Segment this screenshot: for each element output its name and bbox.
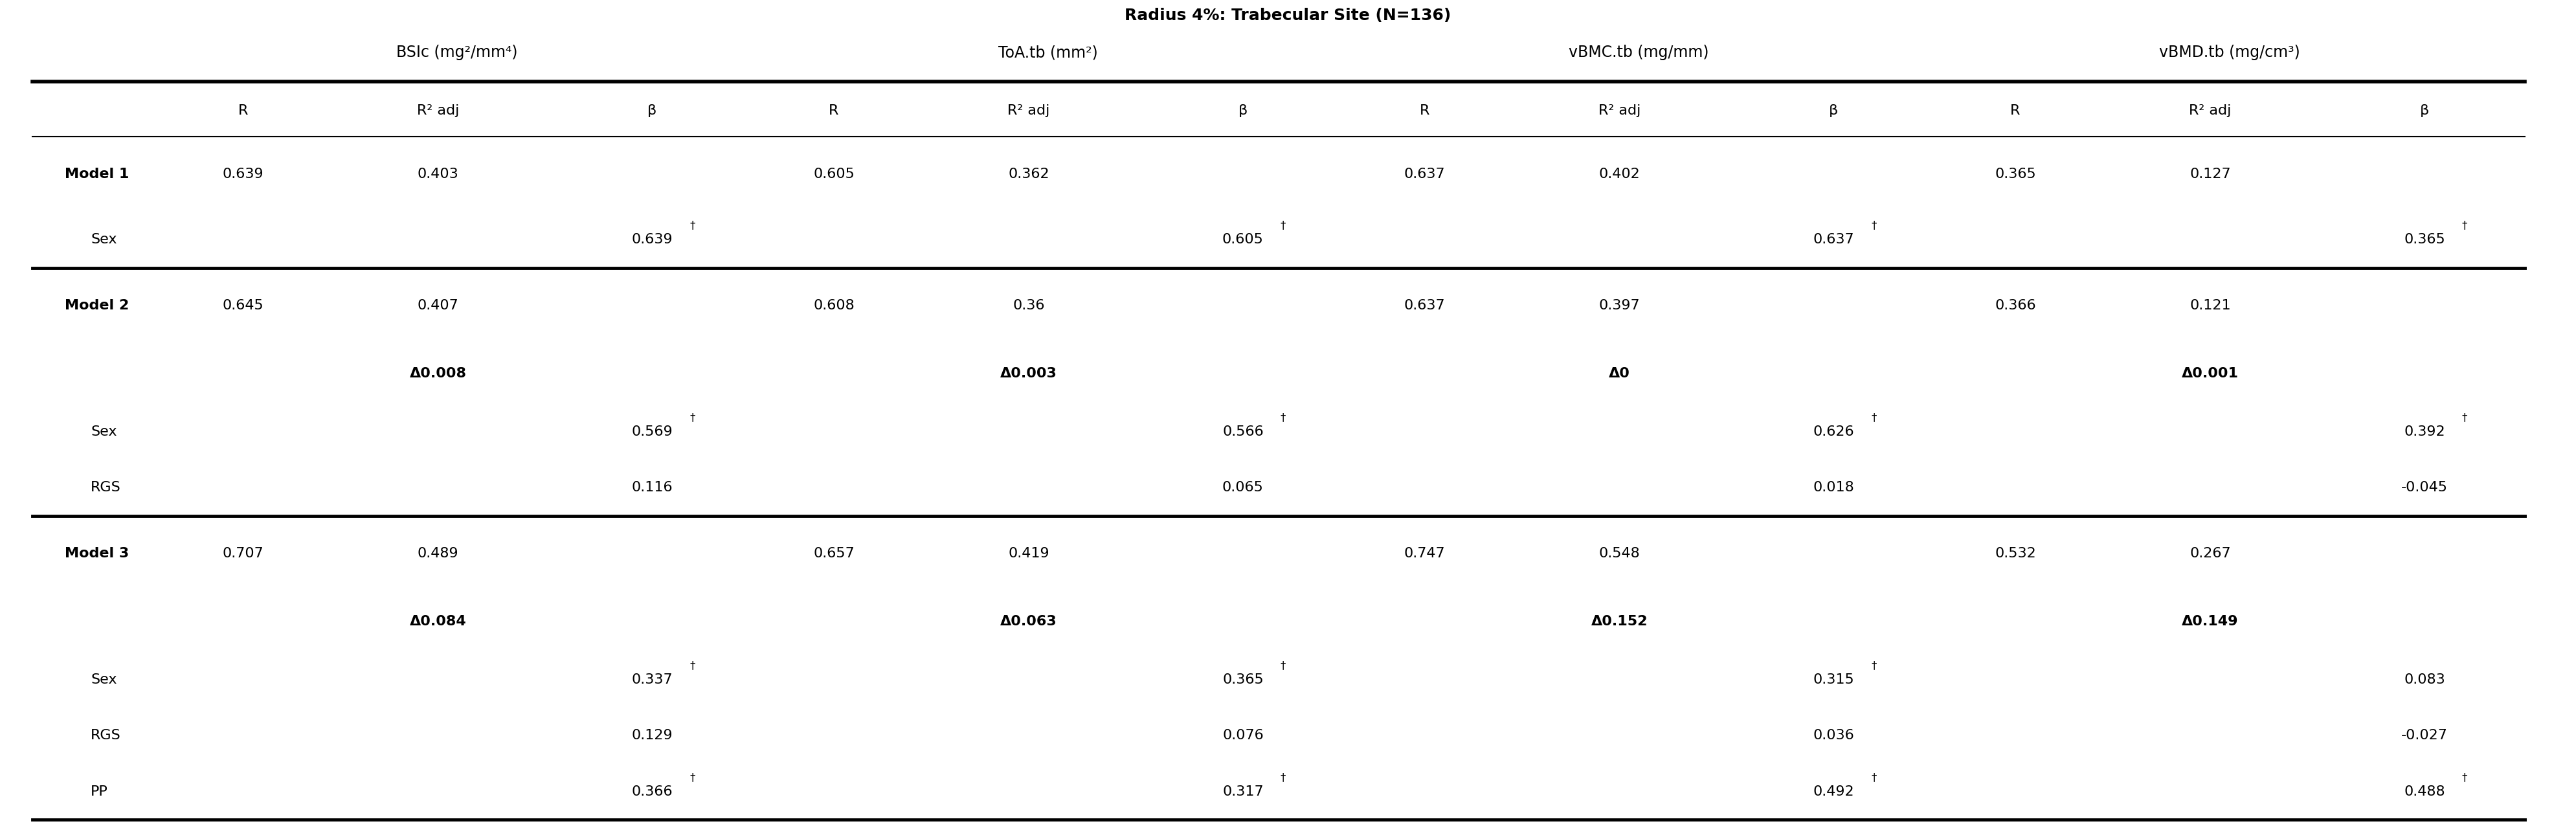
Text: Sex: Sex bbox=[90, 425, 116, 438]
Text: 0.365: 0.365 bbox=[2403, 233, 2445, 247]
Text: †: † bbox=[1870, 772, 1878, 784]
Text: PP: PP bbox=[90, 785, 108, 798]
Text: R: R bbox=[237, 104, 247, 117]
Text: 0.639: 0.639 bbox=[222, 168, 263, 180]
Text: R² adj: R² adj bbox=[417, 104, 459, 117]
Text: 0.121: 0.121 bbox=[2190, 299, 2231, 312]
Text: R: R bbox=[829, 104, 840, 117]
Text: Δ0.063: Δ0.063 bbox=[999, 615, 1056, 628]
Text: 0.366: 0.366 bbox=[631, 785, 672, 798]
Text: 0.402: 0.402 bbox=[1600, 168, 1641, 180]
Text: 0.362: 0.362 bbox=[1007, 168, 1048, 180]
Text: 0.366: 0.366 bbox=[1994, 299, 2035, 312]
Text: 0.657: 0.657 bbox=[814, 547, 855, 560]
Text: 0.36: 0.36 bbox=[1012, 299, 1046, 312]
Text: 0.605: 0.605 bbox=[1221, 233, 1265, 247]
Text: 0.707: 0.707 bbox=[222, 547, 263, 560]
Text: 0.407: 0.407 bbox=[417, 299, 459, 312]
Text: 0.419: 0.419 bbox=[1007, 547, 1048, 560]
Text: 0.626: 0.626 bbox=[1814, 425, 1855, 438]
Text: β: β bbox=[2419, 104, 2429, 117]
Text: 0.392: 0.392 bbox=[2403, 425, 2445, 438]
Text: Δ0: Δ0 bbox=[1610, 367, 1631, 380]
Text: R² adj: R² adj bbox=[1597, 104, 1641, 117]
Text: 0.637: 0.637 bbox=[1404, 299, 1445, 312]
Text: 0.317: 0.317 bbox=[1224, 785, 1262, 798]
Text: †: † bbox=[1280, 659, 1285, 671]
Text: †: † bbox=[1280, 220, 1285, 232]
Text: R: R bbox=[2009, 104, 2020, 117]
Text: 0.065: 0.065 bbox=[1221, 482, 1265, 494]
Text: 0.403: 0.403 bbox=[417, 168, 459, 180]
Text: 0.018: 0.018 bbox=[1814, 482, 1855, 494]
Text: 0.267: 0.267 bbox=[2190, 547, 2231, 560]
Text: Model 3: Model 3 bbox=[64, 547, 129, 560]
Text: 0.036: 0.036 bbox=[1814, 729, 1855, 743]
Text: †: † bbox=[690, 772, 696, 784]
Text: Δ0.001: Δ0.001 bbox=[2182, 367, 2239, 380]
Text: 0.076: 0.076 bbox=[1221, 729, 1265, 743]
Text: Δ0.152: Δ0.152 bbox=[1592, 615, 1649, 628]
Text: 0.365: 0.365 bbox=[1994, 168, 2035, 180]
Text: vBMD.tb (mg/cm³): vBMD.tb (mg/cm³) bbox=[2159, 44, 2300, 60]
Text: 0.083: 0.083 bbox=[2403, 674, 2445, 686]
Text: †: † bbox=[1870, 659, 1878, 671]
Text: 0.488: 0.488 bbox=[2403, 785, 2445, 798]
Text: 0.639: 0.639 bbox=[631, 233, 672, 247]
Text: -0.045: -0.045 bbox=[2401, 482, 2447, 494]
Text: Δ0.084: Δ0.084 bbox=[410, 615, 466, 628]
Text: 0.315: 0.315 bbox=[1814, 674, 1855, 686]
Text: β: β bbox=[1239, 104, 1247, 117]
Text: 0.637: 0.637 bbox=[1404, 168, 1445, 180]
Text: 0.548: 0.548 bbox=[1600, 547, 1641, 560]
Text: 0.489: 0.489 bbox=[417, 547, 459, 560]
Text: †: † bbox=[690, 220, 696, 232]
Text: vBMC.tb (mg/mm): vBMC.tb (mg/mm) bbox=[1569, 44, 1708, 60]
Text: β: β bbox=[647, 104, 657, 117]
Text: BSIc (mg²/mm⁴): BSIc (mg²/mm⁴) bbox=[397, 44, 518, 60]
Text: Δ0.008: Δ0.008 bbox=[410, 367, 466, 380]
Text: †: † bbox=[2463, 220, 2468, 232]
Text: †: † bbox=[1280, 772, 1285, 784]
Text: †: † bbox=[1280, 412, 1285, 424]
Text: RGS: RGS bbox=[90, 482, 121, 494]
Text: 0.605: 0.605 bbox=[814, 168, 855, 180]
Text: Sex: Sex bbox=[90, 233, 116, 247]
Text: RGS: RGS bbox=[90, 729, 121, 743]
Text: †: † bbox=[1870, 412, 1878, 424]
Text: †: † bbox=[2463, 772, 2468, 784]
Text: 0.637: 0.637 bbox=[1814, 233, 1855, 247]
Text: 0.116: 0.116 bbox=[631, 482, 672, 494]
Text: †: † bbox=[690, 412, 696, 424]
Text: Sex: Sex bbox=[90, 674, 116, 686]
Text: 0.569: 0.569 bbox=[631, 425, 672, 438]
Text: 0.608: 0.608 bbox=[814, 299, 855, 312]
Text: R² adj: R² adj bbox=[2190, 104, 2231, 117]
Text: β: β bbox=[1829, 104, 1839, 117]
Text: 0.337: 0.337 bbox=[631, 674, 672, 686]
Text: Model 2: Model 2 bbox=[64, 299, 129, 312]
Text: 0.747: 0.747 bbox=[1404, 547, 1445, 560]
Text: 0.532: 0.532 bbox=[1994, 547, 2035, 560]
Text: 0.645: 0.645 bbox=[222, 299, 263, 312]
Text: R² adj: R² adj bbox=[1007, 104, 1051, 117]
Text: †: † bbox=[690, 659, 696, 671]
Text: Δ0.149: Δ0.149 bbox=[2182, 615, 2239, 628]
Text: 0.127: 0.127 bbox=[2190, 168, 2231, 180]
Text: †: † bbox=[1870, 220, 1878, 232]
Text: R: R bbox=[1419, 104, 1430, 117]
Text: 0.566: 0.566 bbox=[1221, 425, 1265, 438]
Text: 0.492: 0.492 bbox=[1814, 785, 1855, 798]
Text: 0.397: 0.397 bbox=[1600, 299, 1641, 312]
Text: -0.027: -0.027 bbox=[2401, 729, 2447, 743]
Text: 0.365: 0.365 bbox=[1221, 674, 1265, 686]
Text: 0.129: 0.129 bbox=[631, 729, 672, 743]
Text: †: † bbox=[2463, 412, 2468, 424]
Text: Model 1: Model 1 bbox=[64, 168, 129, 180]
Text: Radius 4%: Trabecular Site (N=136): Radius 4%: Trabecular Site (N=136) bbox=[1126, 8, 1450, 23]
Text: Δ0.003: Δ0.003 bbox=[999, 367, 1056, 380]
Text: ToA.tb (mm²): ToA.tb (mm²) bbox=[999, 44, 1097, 60]
